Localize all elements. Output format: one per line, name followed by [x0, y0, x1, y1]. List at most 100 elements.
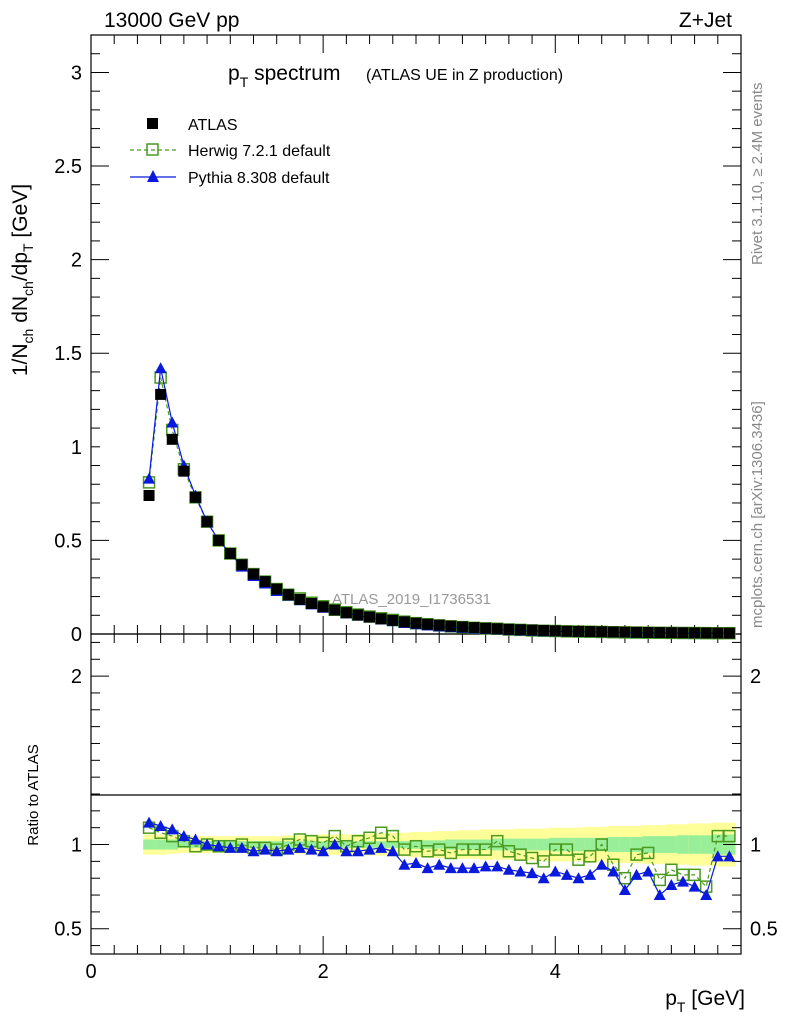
data-point-pythia — [305, 843, 318, 855]
data-point-atlas — [654, 627, 666, 639]
data-point-atlas — [526, 624, 538, 636]
ratio-band-stat — [189, 841, 202, 848]
header-right: Z+Jet — [679, 9, 732, 32]
data-point-pythia — [270, 845, 283, 857]
ratio-band-stat — [619, 836, 632, 853]
data-point-atlas — [514, 624, 526, 636]
ratio-band-stat — [352, 841, 365, 848]
ratio-band-stat — [445, 839, 457, 850]
ratio-series — [142, 816, 736, 901]
data-point-atlas — [329, 604, 341, 616]
data-point-herwig — [386, 829, 400, 843]
data-point-pythia — [711, 850, 724, 862]
ratio-band-stat — [514, 838, 527, 851]
data-point-pythia — [491, 860, 504, 872]
data-point-pythia — [688, 880, 701, 892]
data-point-pythia — [212, 840, 225, 852]
data-point-pythia — [595, 858, 608, 870]
main-y-tick-label: 3 — [71, 62, 82, 84]
ratio-band-stat — [166, 839, 179, 850]
ratio-band-stat — [491, 838, 504, 851]
data-point-pythia — [642, 865, 655, 877]
data-point-pythia — [514, 865, 527, 877]
ratio-band-stat — [340, 841, 353, 848]
ratio-band-stat — [711, 834, 724, 855]
main-y-tick-label: 2.5 — [54, 156, 82, 178]
data-point-atlas — [364, 611, 376, 623]
data-point-pythia — [665, 878, 678, 890]
legend-label-pythia: Pythia 8.308 default — [188, 170, 330, 187]
series-line — [148, 827, 730, 888]
data-point-atlas — [573, 625, 584, 637]
ratio-band-stat — [653, 836, 666, 853]
data-point-pythia — [421, 862, 434, 874]
data-point-pythia — [282, 843, 295, 855]
data-point-herwig — [479, 843, 492, 856]
data-point-pythia — [607, 865, 620, 877]
ratio-y-tick-label: 1 — [71, 835, 82, 857]
data-point-herwig — [595, 838, 608, 851]
data-point-herwig — [583, 850, 597, 863]
data-point-pythia — [560, 868, 573, 880]
ratio-xlabel: pT [GeV] — [665, 987, 745, 1015]
ratio-band-stat — [143, 839, 156, 850]
data-point-atlas — [456, 621, 468, 633]
header-left: 13000 GeV pp — [104, 9, 239, 32]
data-point-atlas — [491, 623, 503, 635]
data-point-pythia — [154, 820, 167, 831]
ratio-band-stat — [572, 837, 585, 852]
main-y-tick-label: 1.5 — [54, 343, 82, 365]
ratio-ylabel: Ratio to ATLAS — [25, 744, 42, 845]
data-point-pythia — [259, 843, 272, 855]
data-point-atlas — [410, 617, 422, 629]
ratio-band-stat — [247, 841, 260, 848]
data-point-atlas — [631, 626, 643, 638]
ratio-y-tick-label: 2 — [71, 666, 82, 688]
data-point-atlas — [689, 627, 701, 639]
data-point-pythia — [247, 845, 260, 857]
plot-title-small: (ATLAS UE in Z production) — [366, 67, 563, 84]
data-point-atlas — [538, 624, 550, 636]
data-point-atlas — [642, 627, 654, 639]
ratio-band-stat — [607, 836, 620, 853]
ratio-band-stat — [642, 836, 655, 853]
data-point-atlas — [503, 623, 515, 635]
data-point-atlas — [282, 589, 294, 601]
data-point-pythia — [433, 858, 446, 870]
data-point-herwig — [537, 855, 550, 868]
data-point-pythia — [154, 362, 167, 374]
data-point-pythia — [502, 863, 515, 875]
plot-title: pT spectrum — [228, 62, 340, 90]
data-point-atlas — [201, 516, 213, 528]
data-point-herwig — [653, 873, 666, 887]
data-point-atlas — [596, 626, 608, 638]
data-point-herwig — [641, 846, 655, 860]
ratio-band-stat — [503, 838, 515, 851]
data-point-atlas — [352, 609, 364, 621]
ratio-band-stat — [688, 835, 701, 854]
data-point-atlas — [561, 625, 573, 637]
ratio-y-tick-label: 0.5 — [54, 919, 82, 941]
data-point-atlas — [584, 626, 596, 638]
data-point-atlas — [143, 489, 155, 501]
x-tick-label: 4 — [550, 961, 561, 983]
x-tick-label: 0 — [85, 961, 96, 983]
data-point-atlas — [224, 548, 236, 560]
ratio-band-stat — [386, 841, 399, 848]
plot-title-p: p — [228, 62, 240, 85]
data-point-pythia — [723, 850, 736, 862]
data-point-atlas — [340, 607, 352, 619]
data-point-atlas — [375, 613, 387, 625]
data-point-herwig — [723, 829, 736, 843]
data-point-atlas — [619, 626, 631, 638]
data-point-atlas — [422, 618, 434, 630]
data-point-atlas — [607, 626, 619, 638]
data-point-pythia — [386, 845, 399, 857]
data-point-atlas — [712, 627, 724, 639]
ratio-y-tick-label-right: 1 — [750, 835, 761, 857]
ratio-band-stat — [410, 840, 423, 849]
analysis-watermark: ATLAS_2019_I1736531 — [332, 591, 491, 608]
ratio-plot-frame — [90, 633, 742, 955]
main-y-tick-label: 0.5 — [54, 530, 82, 552]
data-point-herwig — [491, 834, 504, 848]
